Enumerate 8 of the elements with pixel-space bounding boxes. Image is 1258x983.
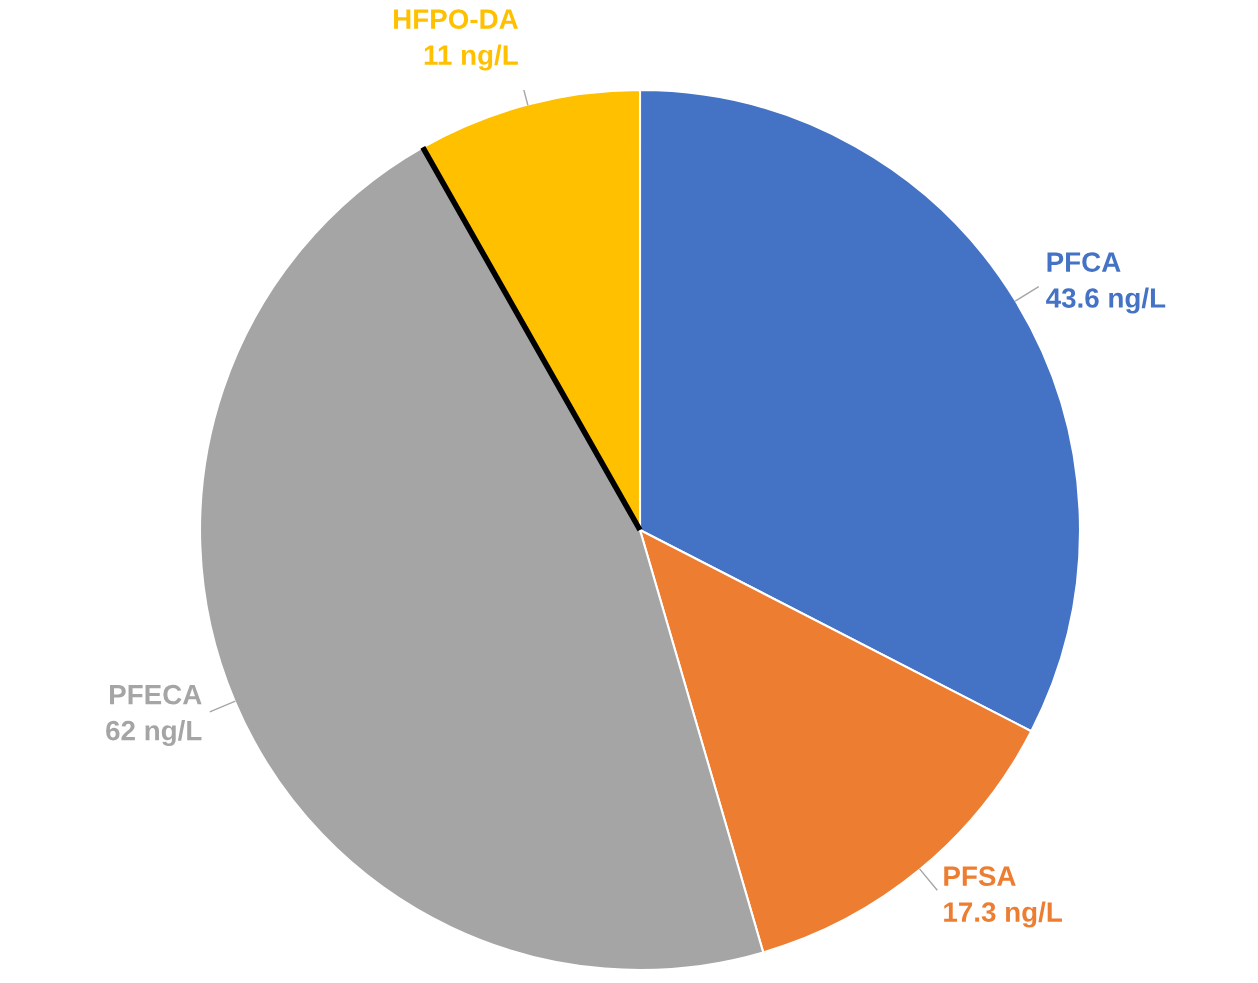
- data-label: 43.6 ng/L: [1046, 287, 1166, 314]
- slice-label: PFECA: [110, 684, 202, 705]
- data-label: 62 ng/L: [106, 720, 202, 747]
- data-label: 17.3 ng/L: [944, 901, 1062, 928]
- data-label: 11 ng/L: [424, 44, 518, 71]
- slice-label: HFPO-DA: [394, 9, 518, 29]
- slice-label: PFSA: [944, 866, 1016, 886]
- slice-label: PFCA: [1047, 252, 1121, 272]
